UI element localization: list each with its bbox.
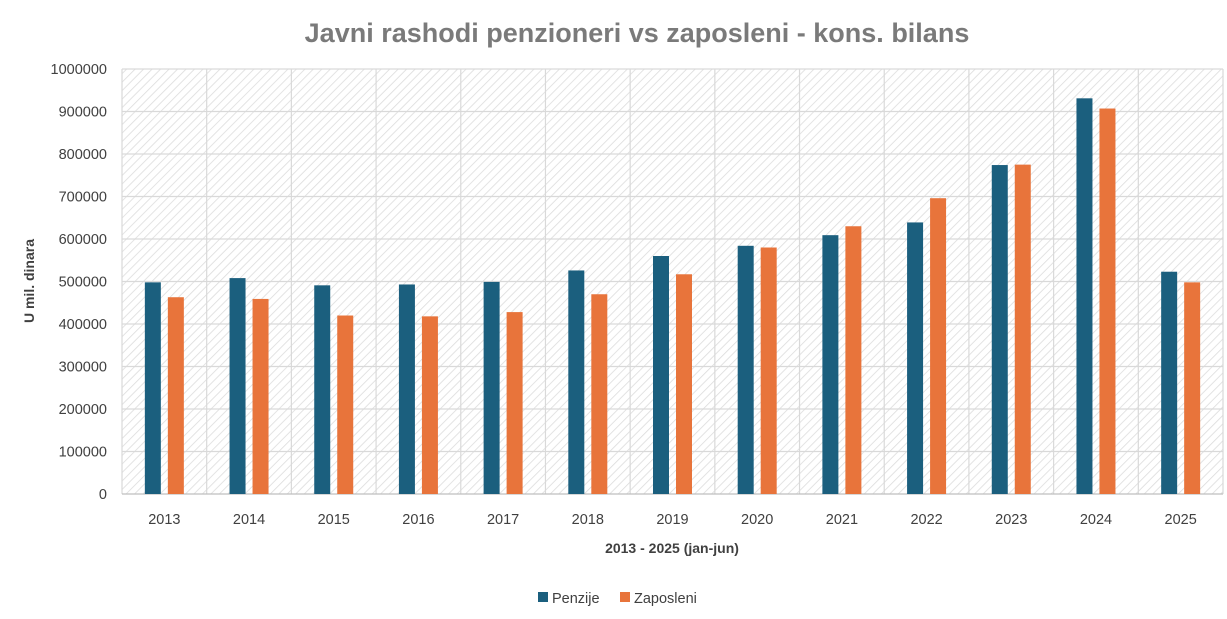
bar-zaposleni-2020 xyxy=(760,247,777,494)
bar-penzije-2023 xyxy=(991,165,1008,495)
x-tick-label: 2022 xyxy=(910,512,942,528)
x-tick-label: 2024 xyxy=(1080,512,1112,528)
bar-zaposleni-2017 xyxy=(506,312,523,494)
x-tick-label: 2023 xyxy=(995,512,1027,528)
bar-penzije-2014 xyxy=(229,278,246,494)
y-axis-ticks: 0 100000 200000 300000 400000 500000 600000 700… xyxy=(51,62,107,503)
x-tick-label: 2025 xyxy=(1165,512,1197,528)
y-tick-label: 900000 xyxy=(59,105,107,121)
x-tick-label: 2013 xyxy=(148,512,180,528)
bar-penzije-2018 xyxy=(568,270,585,494)
y-tick-label: 300000 xyxy=(59,360,107,376)
bar-penzije-2013 xyxy=(144,282,161,494)
bar-zaposleni-2016 xyxy=(421,316,438,494)
bar-zaposleni-2013 xyxy=(167,297,184,494)
bar-zaposleni-2014 xyxy=(252,298,269,494)
legend-label-zaposleni: Zaposleni xyxy=(634,591,697,607)
y-tick-label: 1000000 xyxy=(51,62,107,78)
x-tick-label: 2016 xyxy=(402,512,434,528)
bar-penzije-2017 xyxy=(483,281,500,494)
y-tick-label: 500000 xyxy=(59,275,107,291)
x-tick-label: 2015 xyxy=(318,512,350,528)
bar-penzije-2025 xyxy=(1161,271,1178,494)
legend: Penzije Zaposleni xyxy=(538,591,697,607)
x-axis-ticks: 2013 2014 2015 2016 2017 2018 2019 2020 2021 2022… xyxy=(148,512,1197,528)
gridlines xyxy=(121,68,1224,495)
bar-zaposleni-2018 xyxy=(591,294,608,494)
bar-zaposleni-2019 xyxy=(676,274,692,494)
bar-zaposleni-2024 xyxy=(1099,108,1116,495)
y-tick-label: 0 xyxy=(99,487,107,503)
bar-zaposleni-2015 xyxy=(337,315,354,494)
x-axis-title: 2013 - 2025 (jan-jun) xyxy=(605,540,739,556)
y-tick-label: 400000 xyxy=(59,317,107,333)
y-tick-label: 700000 xyxy=(59,190,107,206)
legend-swatch-penzije xyxy=(538,592,548,602)
bar-zaposleni-2025 xyxy=(1184,282,1201,494)
chart-title: Javni rashodi penzioneri vs zaposleni - … xyxy=(305,18,970,48)
y-tick-label: 200000 xyxy=(59,402,107,418)
bar-penzije-2019 xyxy=(653,256,669,494)
x-tick-label: 2019 xyxy=(656,512,688,528)
x-tick-label: 2018 xyxy=(572,512,604,528)
y-tick-label: 100000 xyxy=(59,445,107,461)
y-axis-title: U mil. dinara xyxy=(21,239,37,323)
bar-zaposleni-2021 xyxy=(845,226,862,494)
bar-zaposleni-2022 xyxy=(930,198,947,494)
bar-zaposleni-2023 xyxy=(1014,164,1031,494)
bar-penzije-2020 xyxy=(737,245,754,494)
y-tick-label: 800000 xyxy=(59,147,107,163)
x-tick-label: 2021 xyxy=(826,512,858,528)
x-tick-label: 2020 xyxy=(741,512,773,528)
legend-swatch-zaposleni xyxy=(620,592,630,602)
bar-penzije-2024 xyxy=(1076,98,1093,494)
bar-penzije-2015 xyxy=(314,285,331,494)
bar-penzije-2021 xyxy=(822,235,839,495)
bar-penzije-2022 xyxy=(907,222,924,495)
bar-penzije-2016 xyxy=(398,284,415,494)
bars xyxy=(144,98,1201,495)
x-tick-label: 2014 xyxy=(233,512,265,528)
x-tick-label: 2017 xyxy=(487,512,519,528)
y-tick-label: 600000 xyxy=(59,232,107,248)
legend-label-penzije: Penzije xyxy=(552,591,600,607)
